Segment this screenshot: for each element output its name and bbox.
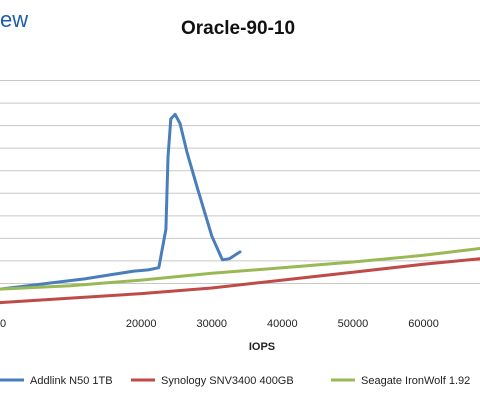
x-tick-label: 0 [0,318,6,330]
x-tick-label: 40000 [267,318,298,330]
legend: Addlink N50 1TB Synology SNV3400 400GB Sea… [0,375,470,387]
series-line-1 [0,112,242,291]
legend-label-1: Addlink N50 1TB [30,375,113,387]
series-line-2 [0,257,480,305]
x-axis-title: IOPS [249,341,275,353]
series-lines [0,112,480,305]
x-tick-label: 30000 [196,318,227,330]
legend-label-3: Seagate IronWolf 1.92 [361,375,470,387]
logo-text: ew [0,7,28,32]
chart-title: Oracle-90-10 [181,18,295,39]
x-tick-labels: 0 20000 30000 40000 50000 60000 [0,318,439,330]
x-tick-label: 20000 [126,318,157,330]
legend-label-2: Synology SNV3400 400GB [161,375,294,387]
gridlines [0,80,480,284]
x-tick-label: 50000 [338,318,369,330]
series-line-3 [0,247,480,291]
x-tick-label: 60000 [408,318,439,330]
